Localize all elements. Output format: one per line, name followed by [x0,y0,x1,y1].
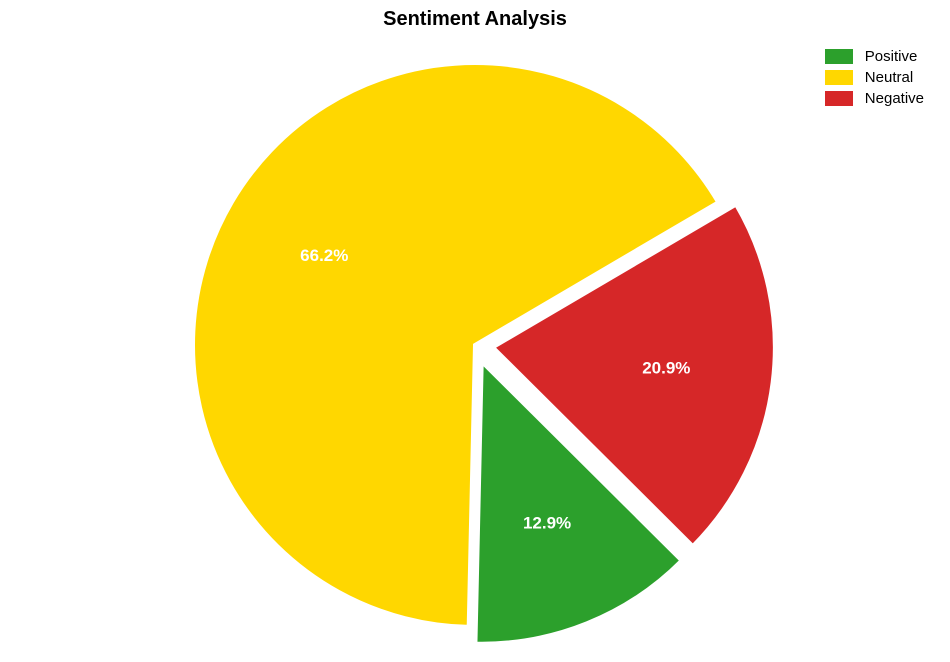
pie-chart: 20.9% 12.9% 66.2% [0,0,950,662]
pie-slice-label: 12.9% [523,513,571,532]
legend-swatch [825,91,853,106]
legend-swatch [825,70,853,85]
pie-slice-label: 66.2% [300,246,348,265]
legend-item: Positive [825,48,924,65]
pie-slice-label: 20.9% [642,359,690,378]
legend-label: Neutral [865,69,913,86]
legend-swatch [825,49,853,64]
chart-container: Sentiment Analysis 20.9%12.9%66.2% Posit… [0,0,950,662]
legend: Positive Neutral Negative [825,48,924,111]
legend-item: Negative [825,90,924,107]
legend-item: Neutral [825,69,924,86]
legend-label: Negative [865,90,924,107]
legend-label: Positive [865,48,918,65]
